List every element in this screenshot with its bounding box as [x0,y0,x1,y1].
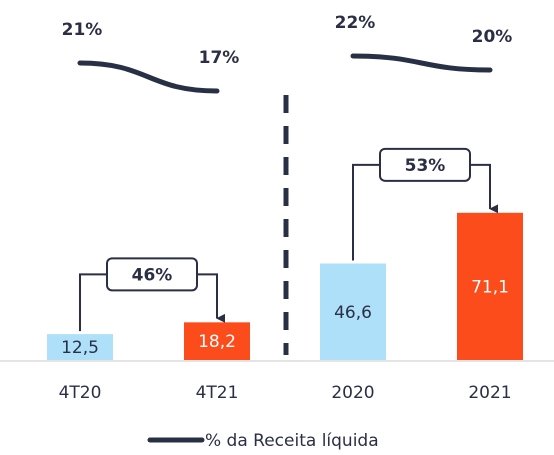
line-value-label: 17% [199,48,240,68]
bar-value-label: 12,5 [61,338,99,358]
bar [47,334,113,360]
growth-box [106,257,198,292]
bar-value-label: 46,6 [334,303,372,323]
line-value-label: 20% [472,27,513,47]
x-tick-label: 2021 [468,383,511,403]
legend-label: % da Receita líquida [205,431,379,451]
bar-value-label: 71,1 [471,277,509,297]
line-value-label: 21% [62,20,103,40]
line-value-label: 22% [335,13,376,33]
growth-bracket [79,273,217,332]
growth-label: 46% [132,265,173,285]
x-tick-label: 2020 [331,383,374,403]
line [350,53,493,73]
line [77,60,220,94]
growth-label: 53% [405,156,446,176]
bar [320,263,386,360]
bar [184,322,250,360]
growth-bracket [352,163,490,261]
bar-value-label: 18,2 [198,332,236,352]
x-tick-label: 4T20 [59,383,102,403]
x-tick-label: 4T21 [196,383,239,403]
growth-box [379,147,471,182]
bar [457,212,523,360]
